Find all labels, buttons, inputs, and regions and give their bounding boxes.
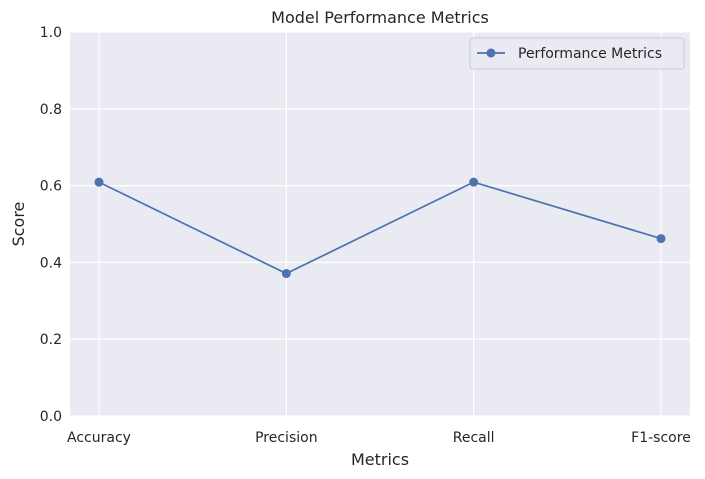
legend-marker-swatch <box>486 48 496 58</box>
legend-entry: Performance Metrics <box>518 46 662 62</box>
y-tick-label: 1.0 <box>40 25 62 41</box>
x-axis-label: Metrics <box>351 450 409 469</box>
legend: Performance Metrics <box>469 37 685 70</box>
x-tick-label: Accuracy <box>67 430 131 446</box>
data-point <box>469 177 479 187</box>
y-tick-label: 0.4 <box>40 255 62 271</box>
series-line <box>98 181 662 275</box>
x-tick-labels: Accuracy Precision Recall F1-score <box>67 430 691 446</box>
x-tick-label: Recall <box>453 430 495 446</box>
y-tick-labels: 0.0 0.2 0.4 0.6 0.8 1.0 <box>40 25 62 425</box>
chart-title: Model Performance Metrics <box>271 8 489 27</box>
y-tick-label: 0.0 <box>40 409 62 425</box>
series-layer <box>94 177 666 279</box>
data-point <box>94 177 104 187</box>
y-axis-label: Score <box>9 202 28 247</box>
x-tick-label: Precision <box>255 430 317 446</box>
plot-area <box>70 32 690 416</box>
data-point <box>656 234 666 244</box>
y-tick-label: 0.8 <box>40 102 62 118</box>
data-point <box>281 269 291 279</box>
y-tick-label: 0.2 <box>40 332 62 348</box>
y-tick-label: 0.6 <box>40 179 62 195</box>
grid-lines <box>70 31 690 417</box>
legend-box <box>469 37 685 70</box>
x-tick-label: F1-score <box>631 430 691 446</box>
